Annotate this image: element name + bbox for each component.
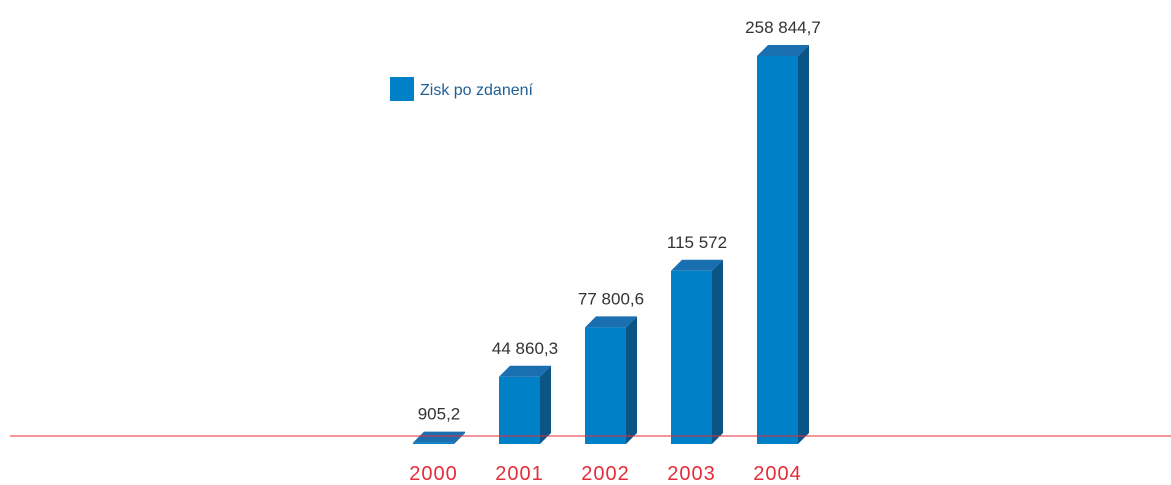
bar-front-2003 xyxy=(671,270,712,444)
bar-top-2003 xyxy=(671,259,723,271)
value-label-2004: 258 844,7 xyxy=(745,18,821,37)
bar-top-2002 xyxy=(585,316,637,328)
year-label-2001: 2001 xyxy=(495,463,544,485)
bar-2002 xyxy=(585,316,637,444)
bar-top-2001 xyxy=(499,365,551,377)
year-label-2000: 2000 xyxy=(409,463,458,485)
value-label-2000: 905,2 xyxy=(418,405,461,424)
bar-side-2004 xyxy=(798,45,809,444)
legend-label: Zisk po zdanení xyxy=(420,82,534,99)
bar-2000 xyxy=(413,431,465,444)
year-label-2003: 2003 xyxy=(667,463,716,485)
bar-side-2002 xyxy=(626,316,637,444)
year-label-2002: 2002 xyxy=(581,463,630,485)
bar-side-2000 xyxy=(454,431,465,444)
legend-swatch xyxy=(390,77,414,101)
bar-side-2001 xyxy=(540,365,551,444)
bar-front-2000 xyxy=(413,442,454,444)
bar-front-2001 xyxy=(499,376,540,444)
bar-front-2002 xyxy=(585,327,626,444)
bar-side-2003 xyxy=(712,259,723,444)
value-labels-group: 905,2 44 860,3 77 800,6 115 572 258 844,7 xyxy=(418,18,821,424)
value-label-2003: 115 572 xyxy=(667,233,727,252)
bars-group xyxy=(413,45,809,444)
bar-top-2004 xyxy=(757,45,809,56)
bar-front-2004 xyxy=(757,56,798,444)
value-label-2002: 77 800,6 xyxy=(578,289,644,308)
year-label-2004: 2004 xyxy=(753,463,802,485)
year-labels-group: 2000 2001 2002 2003 2004 xyxy=(409,463,802,485)
value-label-2001: 44 860,3 xyxy=(492,339,558,358)
bar-2004 xyxy=(757,45,809,444)
legend: Zisk po zdanení xyxy=(390,77,534,101)
bar-2003 xyxy=(671,259,723,444)
bar-top-2000 xyxy=(413,431,465,443)
bar-2001 xyxy=(499,365,551,444)
